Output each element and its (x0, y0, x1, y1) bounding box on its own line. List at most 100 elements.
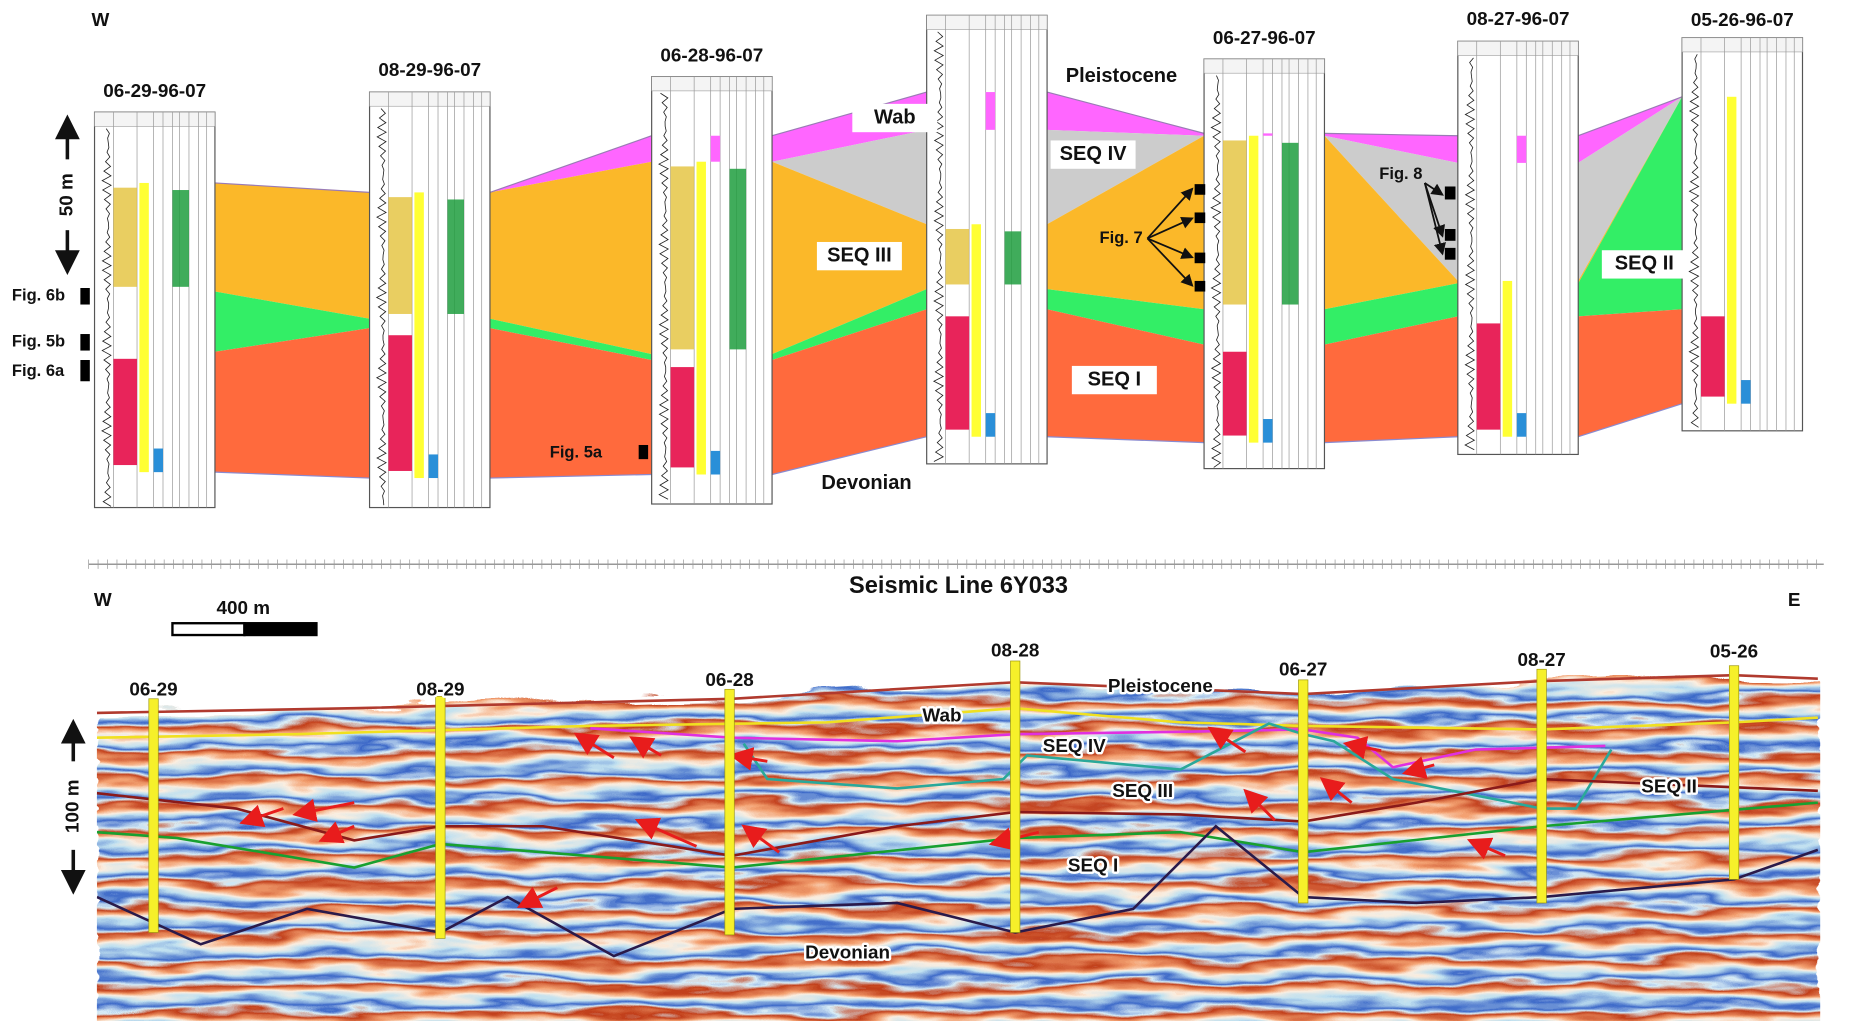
figure-ref: Fig. 8 (1379, 164, 1422, 183)
well-log (1682, 38, 1802, 431)
lithology-bar (972, 224, 981, 436)
log-column (1204, 59, 1324, 469)
lithology-bar (671, 166, 695, 349)
sample-marker (1195, 281, 1206, 292)
unit-label: Pleistocene (1066, 65, 1177, 87)
log-column (927, 15, 1047, 464)
log-column (370, 92, 490, 507)
well-name: 05-26-96-07 (1691, 10, 1794, 31)
unit-label: SEQ IV (1043, 736, 1106, 757)
well-name: 08-28 (991, 641, 1039, 662)
lithology-bar (1477, 323, 1501, 429)
well-track (1298, 680, 1307, 903)
vertical-scale: 100 m (62, 779, 83, 833)
seismic-panel: Seismic Line 6Y033WE400 m06-2908-2906-28… (62, 559, 1823, 1021)
sample-marker (639, 445, 648, 459)
lithology-bar (946, 316, 970, 429)
lithology-bar (730, 169, 747, 350)
sample-marker (1445, 186, 1456, 199)
well-name: 08-29 (416, 679, 464, 700)
correlation-panel: 06-29-96-07 08-29-96-07 06-28-96-07 06-27-9… (12, 9, 1803, 507)
unit-label: SEQ II (1615, 253, 1674, 275)
log-column (95, 112, 215, 507)
log-header (927, 15, 1047, 29)
lithology-bar (414, 192, 423, 478)
well-log (927, 15, 1047, 464)
lithology-bar (1741, 380, 1750, 404)
lithology-bar (1005, 231, 1022, 284)
figure: 06-29-96-07 08-29-96-07 06-28-96-07 06-27-9… (0, 0, 1851, 1021)
well-track (149, 699, 158, 933)
direction-label: W (94, 590, 112, 611)
well-name: 06-29 (129, 679, 177, 700)
figure-ref: Fig. 6a (12, 361, 65, 380)
lithology-bar (1223, 140, 1247, 304)
direction-label: E (1788, 590, 1801, 611)
lithology-bar (986, 92, 995, 130)
log-header (652, 77, 772, 91)
unit-label: Wab (922, 705, 961, 726)
figure-ref: Fig. 6b (12, 286, 65, 305)
lithology-bar (172, 190, 189, 287)
well-log (370, 92, 490, 507)
well-name: 06-27 (1279, 659, 1327, 680)
unit-label: SEQ I (1088, 368, 1141, 390)
sample-marker (80, 334, 89, 351)
log-header (1204, 59, 1324, 73)
log-header (1458, 41, 1578, 55)
lithology-bar (1701, 316, 1725, 396)
sample-marker (1195, 212, 1206, 223)
well-log (652, 77, 772, 504)
unit-label: SEQ II (1641, 776, 1697, 797)
direction-label: W (92, 10, 110, 31)
lithology-bar (1517, 413, 1526, 437)
well-name: 08-27-96-07 (1467, 9, 1570, 30)
lithology-bar (447, 199, 464, 313)
lithology-bar (986, 413, 995, 437)
log-header (1682, 38, 1802, 52)
sample-marker (1195, 184, 1206, 195)
sample-marker (80, 360, 89, 381)
lithology-bar (1249, 136, 1258, 443)
well-name: 06-27-96-07 (1213, 28, 1316, 49)
log-header (370, 92, 490, 106)
well-name: 06-28-96-07 (660, 46, 763, 67)
log-column (1682, 38, 1802, 431)
lithology-bar (1223, 352, 1247, 436)
lithology-bar (388, 335, 412, 471)
lithology-bar (388, 197, 412, 314)
unit-label: Devonian (805, 943, 890, 964)
sequence-fill (215, 328, 370, 478)
unit-label: SEQ III (827, 244, 892, 266)
scale-bar (172, 623, 244, 635)
well-track (725, 689, 734, 935)
panel-title: Seismic Line 6Y033 (849, 573, 1068, 599)
log-header (95, 112, 215, 126)
lithology-bar (697, 162, 706, 475)
lithology-bar (671, 367, 695, 467)
sample-marker (1195, 253, 1206, 264)
figure-ref: Fig. 5a (550, 443, 603, 462)
lithology-bar (1263, 419, 1272, 443)
unit-label: Pleistocene (1108, 676, 1213, 697)
unit-label: SEQ III (1112, 781, 1173, 802)
well-name: 08-27 (1518, 650, 1566, 671)
well-track (1010, 661, 1019, 932)
lithology-bar (113, 359, 137, 465)
well-track (1729, 666, 1738, 880)
well-name: 06-29-96-07 (103, 81, 206, 102)
figure-ref: Fig. 7 (1100, 228, 1143, 247)
lithology-bar (154, 449, 163, 473)
well-name: 08-29-96-07 (378, 60, 481, 81)
page: { "top_panel": { "direction": "W", "well… (0, 0, 1851, 1021)
lithology-bar (1282, 143, 1299, 305)
lithology-bar (429, 454, 438, 478)
well-track (1537, 669, 1546, 903)
lithology-bar (1517, 136, 1526, 163)
well-log (1458, 41, 1578, 454)
sample-marker (1445, 229, 1456, 241)
figure-ref: Fig. 5b (12, 332, 65, 351)
scale-bar (244, 623, 316, 635)
seismic-image (97, 675, 1824, 1021)
vertical-scale: 50 m (56, 173, 77, 216)
